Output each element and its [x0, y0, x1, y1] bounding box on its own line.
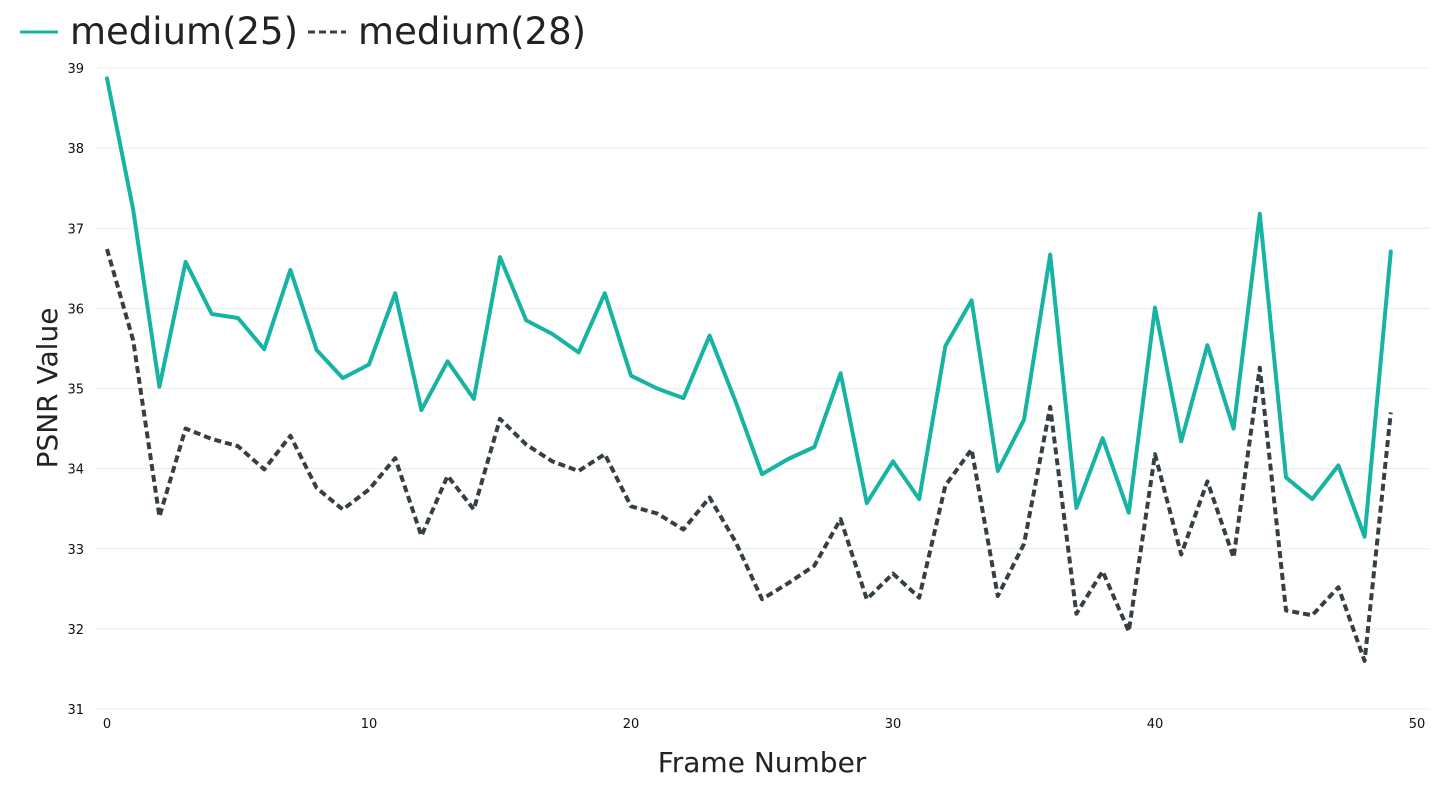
y-tick-label: 38	[67, 142, 84, 157]
y-tick-label: 39	[67, 62, 84, 77]
y-tick-label: 34	[67, 463, 84, 478]
y-axis-title: PSNR Value	[31, 308, 64, 469]
y-axis-ticks: 31 32 33 34 35 36 37 38 39	[67, 62, 84, 718]
series-line-1	[105, 76, 1393, 539]
x-axis-title: Frame Number	[658, 746, 867, 779]
x-tick-label: 20	[623, 717, 640, 732]
legend-label-series-2: medium(28)	[358, 10, 587, 53]
y-tick-label: 31	[67, 703, 84, 718]
x-tick-label: 30	[885, 717, 902, 732]
x-tick-label: 10	[361, 717, 378, 732]
legend-label-series-1: medium(25)	[70, 10, 299, 53]
y-tick-label: 36	[67, 302, 84, 317]
chart-legend: medium(25) medium(28)	[20, 6, 596, 58]
legend-swatch-series-2	[308, 30, 347, 34]
x-tick-label: 50	[1409, 717, 1426, 732]
y-tick-label: 33	[67, 543, 84, 558]
y-tick-label: 32	[67, 623, 84, 638]
x-tick-label: 0	[103, 717, 111, 732]
x-tick-label: 40	[1147, 717, 1164, 732]
chart-gridlines	[95, 67, 1430, 710]
legend-item-series-1: medium(25)	[20, 6, 298, 58]
y-tick-label: 37	[67, 222, 84, 237]
legend-item-series-2: medium(28)	[308, 6, 586, 58]
x-axis-ticks: 0 10 20 30 40 50	[103, 717, 1425, 732]
legend-swatch-series-1	[20, 30, 58, 34]
chart-series-lines	[105, 76, 1393, 663]
series-line-2	[105, 248, 1393, 663]
y-tick-label: 35	[67, 383, 84, 398]
